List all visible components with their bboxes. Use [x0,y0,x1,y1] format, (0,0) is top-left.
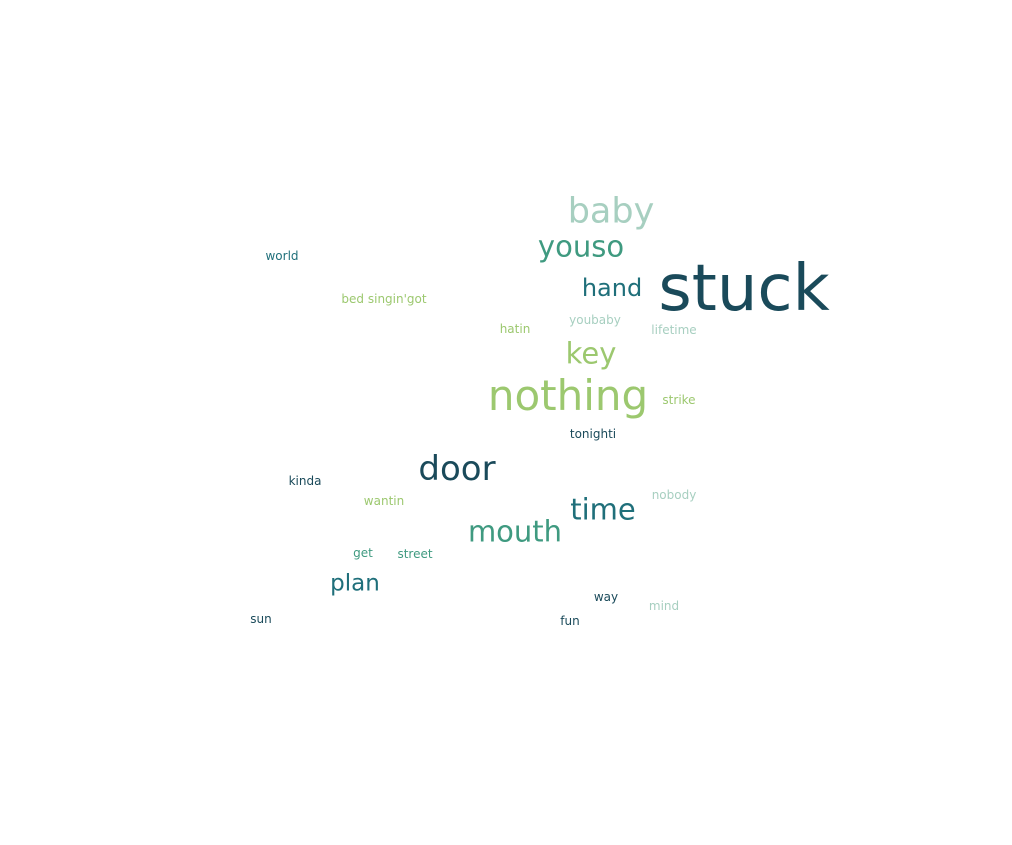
word-world: world [265,249,299,263]
word-wantin: wantin [363,494,405,508]
word-hand: hand [581,274,643,302]
word-time: time [570,492,636,527]
word-lifetime: lifetime [651,323,697,337]
word-baby: baby [567,191,655,232]
word-kinda: kinda [288,474,322,488]
word-hatin: hatin [499,322,531,336]
word-stuck: stuck [658,252,830,326]
word-mouth: mouth [467,514,563,549]
word-nothing: nothing [487,371,649,420]
word-fun: fun [560,614,580,628]
word-way: way [593,590,619,604]
word-nobody: nobody [651,488,697,502]
word-strike: strike [662,393,696,407]
word-tonighti: tonighti [569,427,617,441]
word-get: get [353,546,373,560]
word-mind: mind [648,599,680,613]
word-youso: youso [537,229,625,264]
word-door: door [418,449,496,489]
word-key: key [565,336,617,371]
word-sun: sun [250,612,272,626]
word-plan: plan [330,570,380,597]
word-street: street [397,547,433,561]
word-bed-singin-got: bed singin'got [341,292,427,306]
word-youbaby: youbaby [569,313,621,327]
